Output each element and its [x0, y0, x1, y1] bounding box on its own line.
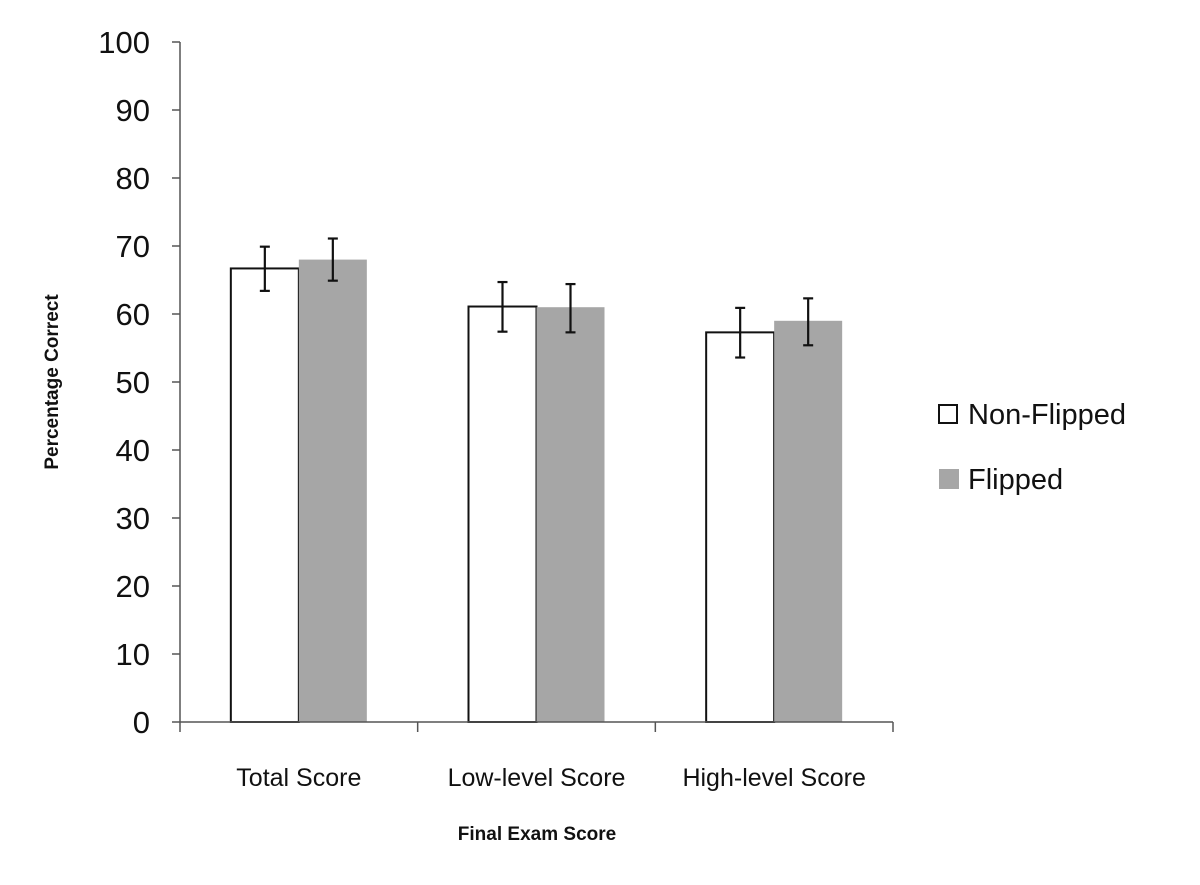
y-tick-label: 100: [98, 25, 150, 60]
y-axis-title: Percentage Correct: [42, 294, 63, 470]
bar-flipped-high-level-score: [774, 320, 843, 722]
error-bar-flipped-high-level-score: [803, 297, 814, 347]
y-tick-label: 60: [116, 297, 150, 332]
y-tick-label: 70: [116, 229, 150, 264]
bars: [229, 259, 843, 723]
y-tick-label: 10: [116, 637, 150, 672]
x-axis-title: Final Exam Score: [458, 824, 616, 845]
y-tick-label: 0: [133, 705, 150, 740]
y-tick-label: 20: [116, 569, 150, 604]
axes: [179, 42, 893, 723]
bar-non-flipped-high-level-score: [705, 331, 776, 723]
y-tick-label: 50: [116, 365, 150, 400]
legend-label-non-flipped: Non-Flipped: [968, 399, 1126, 431]
y-tick-label: 90: [116, 93, 150, 128]
error-bars: [259, 237, 814, 359]
error-bar-flipped-low-level-score: [565, 282, 576, 334]
error-bar-non-flipped-total-score: [259, 245, 270, 292]
error-bar-flipped-total-score: [327, 237, 338, 282]
x-tick-label-total-score: Total Score: [236, 764, 361, 792]
error-bar-non-flipped-high-level-score: [735, 306, 746, 359]
y-tick-label: 40: [116, 433, 150, 468]
x-tick-label-high-level-score: High-level Score: [682, 764, 865, 792]
error-bar-non-flipped-low-level-score: [497, 280, 508, 333]
x-axis-ticks: Total Score Low-level Score High-level Sco…: [179, 722, 894, 792]
legend-label-flipped: Flipped: [968, 464, 1063, 496]
x-tick-label-low-level-score: Low-level Score: [448, 764, 626, 792]
y-tick-label: 80: [116, 161, 150, 196]
legend-swatch-flipped: [939, 469, 959, 489]
y-axis-ticks: 0 10 20 30 40 50 60 70 80 90 100: [98, 25, 180, 740]
legend: Non-Flipped Flipped: [938, 399, 1126, 496]
y-tick-label: 30: [116, 501, 150, 536]
bar-non-flipped-low-level-score: [467, 305, 538, 723]
legend-swatch-non-flipped: [938, 404, 958, 424]
bar-flipped-total-score: [298, 259, 367, 722]
bar-non-flipped-total-score: [229, 267, 300, 723]
bar-flipped-low-level-score: [536, 307, 605, 722]
